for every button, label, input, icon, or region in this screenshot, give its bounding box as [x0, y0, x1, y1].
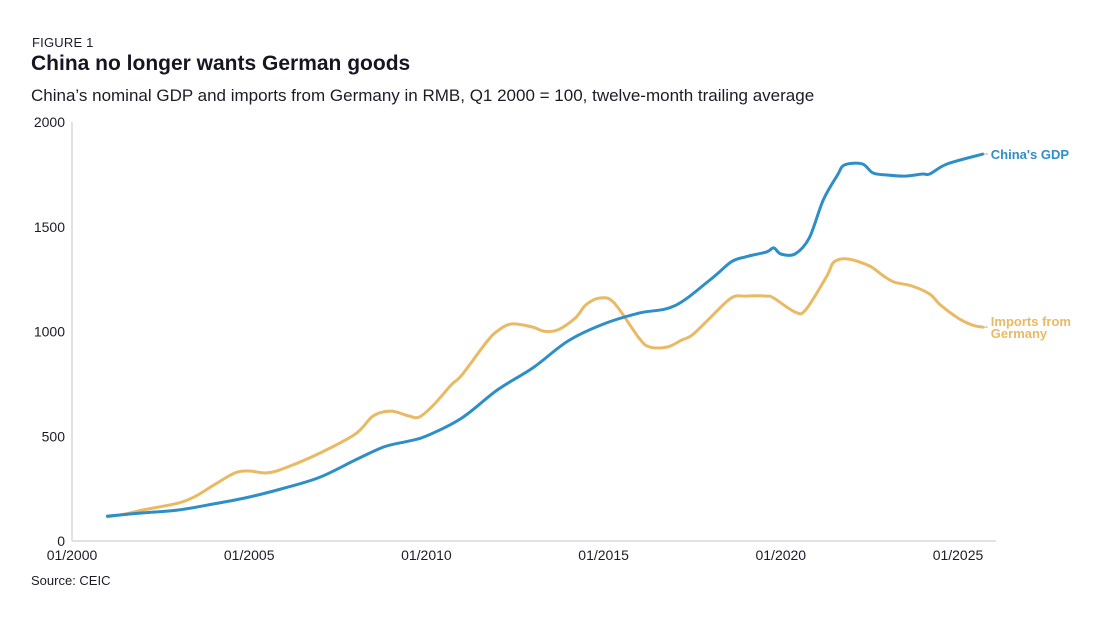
- imports-series-line: [105, 257, 985, 519]
- source-note: Source: CEIC: [31, 573, 111, 588]
- imports-series-label: Germany: [991, 326, 1048, 341]
- series-lines: [105, 152, 985, 519]
- y-tick-label: 1000: [34, 324, 65, 340]
- y-tick-label: 1500: [34, 219, 65, 235]
- y-tick-label: 500: [42, 428, 66, 444]
- x-tick-label: 01/2025: [933, 547, 984, 563]
- y-axis-ticks: 0 500 1000 1500 2000: [34, 114, 65, 549]
- gdp-series-line: [105, 152, 985, 518]
- figure-label: FIGURE 1: [32, 35, 94, 50]
- gdp-series-label: China's GDP: [991, 147, 1070, 162]
- axes: [71, 122, 996, 542]
- y-tick-label: 2000: [34, 114, 65, 130]
- x-tick-label: 01/2020: [755, 547, 806, 563]
- x-tick-label: 01/2010: [401, 547, 452, 563]
- chart-title: China no longer wants German goods: [31, 52, 411, 75]
- x-tick-label: 01/2015: [578, 547, 629, 563]
- x-tick-label: 01/2005: [224, 547, 275, 563]
- chart-subtitle: China’s nominal GDP and imports from Ger…: [31, 86, 815, 105]
- imports-series-label: Imports from: [991, 314, 1071, 329]
- x-axis-ticks: 01/2000 01/2005 01/2010 01/2015 01/2020 01/20…: [47, 547, 984, 563]
- x-tick-label: 01/2000: [47, 547, 98, 563]
- y-tick-label: 0: [57, 533, 65, 549]
